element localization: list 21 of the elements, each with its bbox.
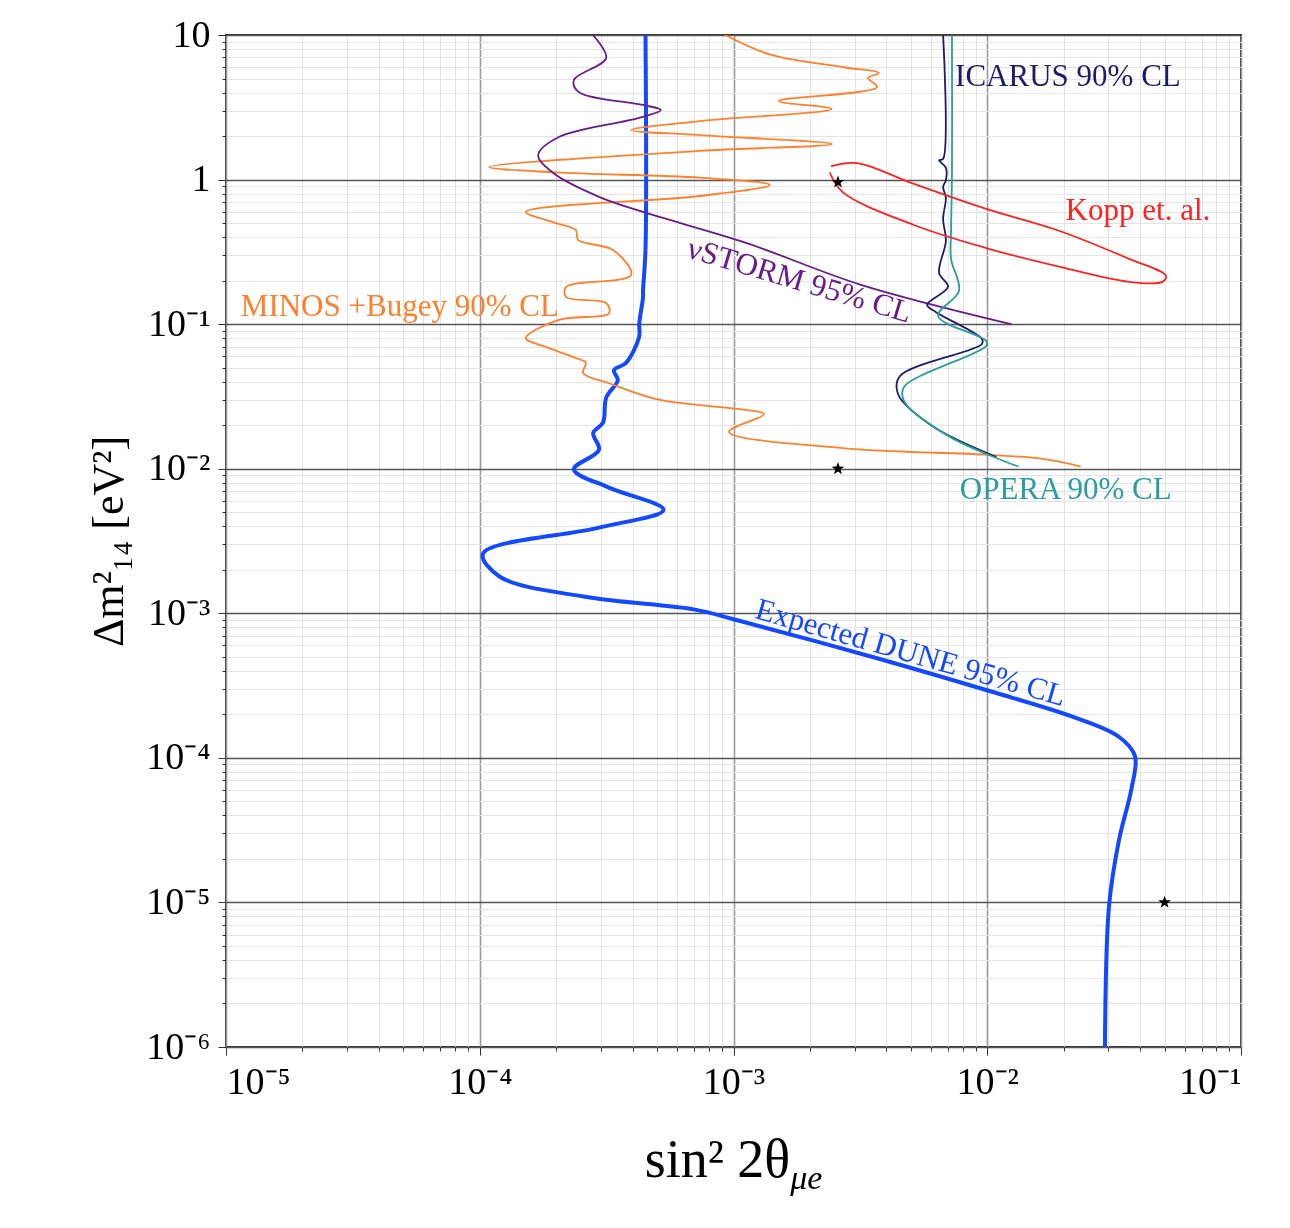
series-label: OPERA 90% CL <box>959 471 1172 507</box>
y-tick-label: 1 <box>191 157 211 200</box>
y-tick-label: 10⁻³ <box>148 590 211 633</box>
x-tick-label: 10⁻³ <box>702 1059 766 1102</box>
y-tick-label: 10⁻⁶ <box>146 1024 211 1067</box>
text: νSTORM 95% CL <box>683 230 917 330</box>
y-tick-label: 10⁻¹ <box>148 301 211 344</box>
x-axis-title: sin² 2θ$_{μe}$ <box>643 1128 824 1197</box>
y-tick-label: 10⁻⁴ <box>146 735 211 778</box>
y-tick-label: 10 <box>172 12 211 55</box>
x-tick-label: 10⁻² <box>956 1059 1019 1102</box>
y-axis-title: Δm²₁₄ [eV²] <box>84 435 134 648</box>
text: Expected DUNE 95% CL <box>751 590 1071 713</box>
series-label: Kopp et. al. <box>1065 191 1211 227</box>
x-tick-label: 10⁻⁴ <box>448 1059 513 1102</box>
x-tick-label: 10⁻¹ <box>1179 1059 1242 1102</box>
y-tick-label: 10⁻² <box>148 446 211 489</box>
x-tick-label: 10⁻⁵ <box>226 1059 291 1102</box>
series-label: ICARUS 90% CL <box>955 58 1181 93</box>
y-tick-label: 10⁻⁵ <box>146 879 211 922</box>
series-label: MINOS +Bugey 90% CL <box>240 287 559 323</box>
